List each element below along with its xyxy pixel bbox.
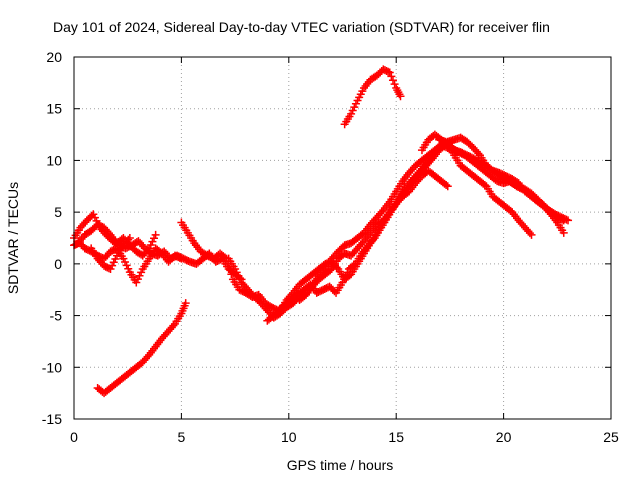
x-tick-label: 25 xyxy=(603,429,619,445)
y-tick-label: -15 xyxy=(42,411,62,427)
y-tick-label: 15 xyxy=(46,101,62,117)
data-point xyxy=(175,253,184,262)
data-point xyxy=(559,228,568,237)
x-tick-label: 20 xyxy=(496,429,512,445)
data-point xyxy=(390,80,399,89)
series-track-8 xyxy=(295,166,452,305)
y-tick-label: -10 xyxy=(42,359,62,375)
data-point xyxy=(562,215,571,224)
data-point xyxy=(443,182,452,191)
data-point xyxy=(525,229,534,238)
series-track-4 xyxy=(87,234,134,274)
data-point xyxy=(181,299,190,308)
data-point xyxy=(396,92,405,101)
y-tick-label: 10 xyxy=(46,152,62,168)
data-point xyxy=(124,235,133,244)
series-track-2 xyxy=(70,220,160,260)
series-track-9 xyxy=(417,130,536,239)
data-series xyxy=(70,65,573,398)
data-point xyxy=(169,321,178,330)
series-track-6 xyxy=(224,140,568,322)
y-tick-label: 0 xyxy=(54,256,62,272)
data-point xyxy=(125,234,134,242)
series-track-12 xyxy=(93,299,190,398)
data-point xyxy=(177,254,186,263)
data-point xyxy=(527,230,536,239)
series-track-11 xyxy=(340,65,405,129)
y-tick-label: 20 xyxy=(46,49,62,65)
data-point xyxy=(387,72,396,81)
data-point xyxy=(388,76,397,85)
data-point xyxy=(220,253,229,262)
x-tick-label: 5 xyxy=(178,429,186,445)
x-axis-label: GPS time / hours xyxy=(287,457,394,473)
data-point xyxy=(564,216,573,225)
plot-frame xyxy=(73,56,612,420)
x-tick-label: 10 xyxy=(281,429,297,445)
grid xyxy=(74,57,611,419)
x-tick-label: 15 xyxy=(388,429,404,445)
data-point xyxy=(143,246,152,255)
x-tick-label: 0 xyxy=(70,429,78,445)
axis-ticks: 0 5 10 15 20 25 -15 -10 -5 0 5 10 15 20 xyxy=(42,49,619,445)
data-point xyxy=(384,67,393,76)
y-axis-label: SDTVAR / TECUs xyxy=(5,182,21,294)
y-tick-label: 5 xyxy=(54,204,62,220)
data-point xyxy=(442,180,451,189)
series-track-10 xyxy=(435,135,573,225)
y-tick-label: -5 xyxy=(50,308,63,324)
data-point xyxy=(385,68,394,77)
data-point xyxy=(151,230,160,239)
data-point xyxy=(474,149,483,158)
data-point xyxy=(227,270,236,279)
chart-title: Day 101 of 2024, Sidereal Day-to-day VTE… xyxy=(53,19,550,35)
